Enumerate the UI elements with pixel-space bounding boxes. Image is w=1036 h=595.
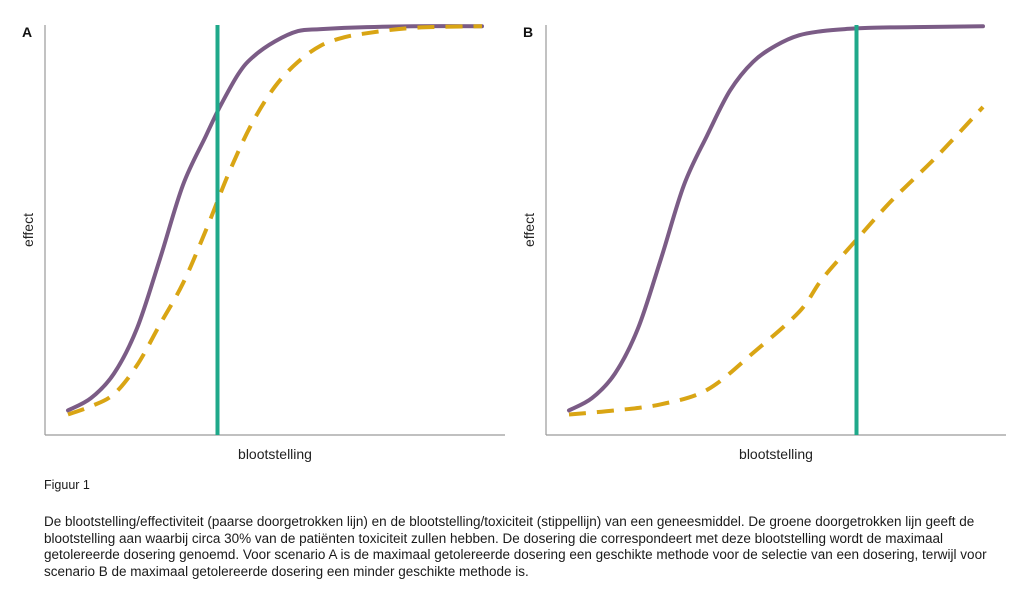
- figure: A effect blootstelling B effect blootste…: [20, 24, 1006, 462]
- chart-panel-b: B effect blootstelling: [521, 24, 1006, 462]
- toxicity-curve-b: [568, 105, 985, 417]
- x-axis-label-b: blootstelling: [739, 446, 813, 462]
- figure-label: Figuur 1: [44, 478, 90, 492]
- x-axis-label-a: blootstelling: [238, 446, 312, 462]
- plot-area-a: [44, 24, 505, 436]
- panel-letter-a: A: [22, 24, 32, 40]
- figure-caption: De blootstelling/effectiviteit (paarse d…: [44, 514, 987, 579]
- y-axis-label-b: effect: [521, 213, 537, 247]
- toxicity-curve-a: [67, 24, 483, 417]
- efficacy-curve-b: [567, 24, 985, 413]
- panel-letter-b: B: [523, 24, 533, 40]
- chart-panel-a: A effect blootstelling: [20, 24, 505, 462]
- plot-area-b: [545, 24, 1006, 436]
- efficacy-curve-a: [66, 24, 484, 413]
- y-axis-label-a: effect: [20, 213, 36, 247]
